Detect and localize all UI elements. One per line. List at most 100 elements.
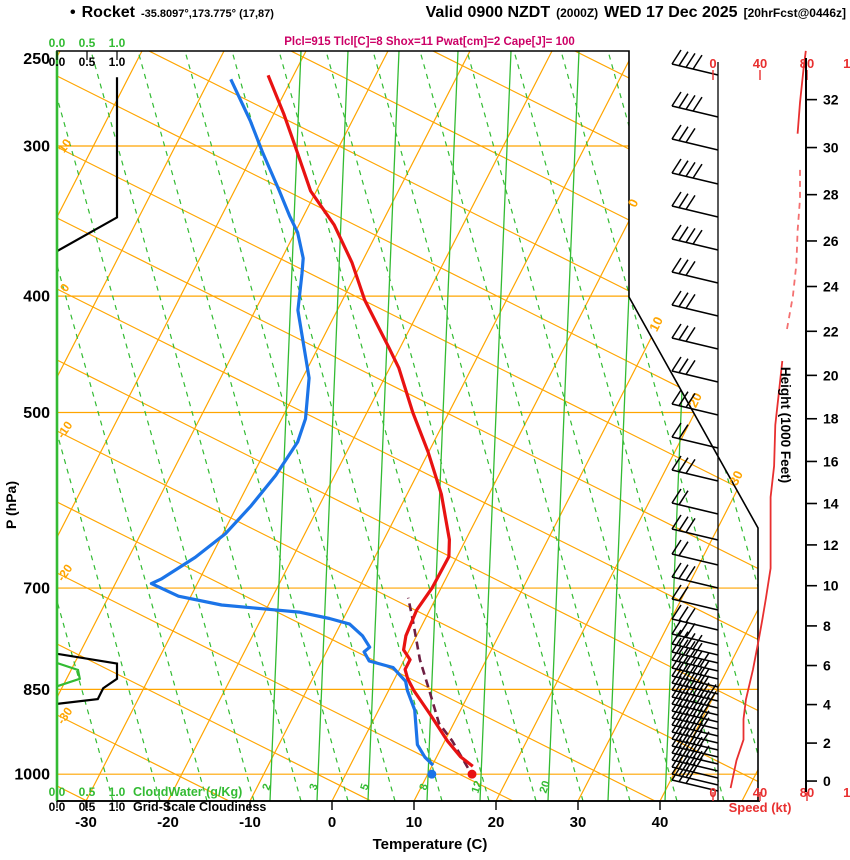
wind-barb-feather: [692, 650, 703, 666]
wind-barb-feather: [671, 629, 682, 645]
isotherm-gridline: [57, 51, 307, 801]
wind-barb-feather: [692, 163, 703, 179]
wind-barb-feather: [671, 323, 682, 339]
wind-barb-feather: [671, 731, 682, 747]
wind-barb-shaft: [671, 337, 719, 350]
temp-tick-label: 30: [570, 814, 587, 831]
mixing-ratio-line: [547, 51, 580, 801]
wind-barb-feather: [678, 677, 689, 693]
cloud-water-profile: [57, 661, 82, 688]
dry-adiabat-gridline: [57, 714, 758, 801]
wind-barb-feather: [692, 722, 703, 738]
speed-profile-lower: [729, 360, 784, 789]
wind-barb-feather: [685, 607, 696, 623]
height-tick-label: 0: [823, 773, 831, 789]
height-tick-label: 14: [823, 495, 839, 511]
isotherm-gridline: [167, 51, 553, 801]
isotherm-label: 0: [625, 196, 642, 209]
wind-barb-feather: [685, 161, 696, 177]
isotherm-gridline: [659, 51, 758, 801]
cloudwater-scale-label-bottom: 0.5: [79, 785, 96, 799]
wind-barb-feather: [671, 455, 682, 471]
temp-tick-label: 20: [488, 814, 505, 831]
wind-barb-feather: [699, 675, 710, 691]
wind-barb-feather: [671, 49, 682, 65]
station-group: • Rocket -35.8097°,173.775° (17,87): [70, 4, 274, 22]
wind-barb-feather: [685, 517, 696, 533]
wind-barb-shaft: [671, 138, 719, 151]
wind-barb-feather: [678, 733, 689, 749]
station-coordinates: -35.8097°,173.775° (17,87): [140, 8, 274, 20]
cloudiness-scale-label-bottom: 0.5: [79, 800, 96, 814]
wind-barb-feather: [671, 668, 682, 684]
wind-barb-feather: [671, 661, 682, 677]
wind-barb-feather: [699, 696, 710, 712]
wind-barb-feather: [671, 710, 682, 726]
temp-tick-label: -20: [157, 814, 179, 831]
wind-barb-feather: [699, 652, 710, 668]
wind-barb-feather: [692, 694, 703, 710]
wind-barb-feather: [671, 696, 682, 712]
dry-adiabat-gridline: [57, 51, 758, 145]
wind-barb-feather: [678, 193, 689, 209]
wind-barb-feather: [678, 639, 689, 655]
dry-adiabat-gridline: [57, 51, 758, 287]
cloudiness-scale-label-bottom: 0.0: [49, 800, 66, 814]
wind-barb-feather: [685, 685, 696, 701]
moist-adiabat-gridline: [57, 51, 255, 801]
wind-barb-feather: [671, 158, 682, 174]
wind-barb-feather: [671, 724, 682, 740]
wind-barb-feather: [678, 740, 689, 756]
moist-adiabat-gridline: [184, 51, 396, 801]
wind-barb-feather: [671, 738, 682, 754]
wind-barb-feather: [671, 562, 682, 578]
wind-barb-shaft: [671, 370, 719, 383]
wind-barb-feather: [685, 664, 696, 680]
wind-barb-feather: [685, 632, 696, 648]
wind-barb-feather: [685, 127, 696, 143]
valid-time: Valid 0900 NZDT: [425, 4, 551, 21]
valid-zulu: (2000Z): [556, 6, 599, 20]
speed-tick-label-bottom: 120: [843, 785, 850, 800]
dry-adiabat-gridline: [57, 51, 758, 216]
wind-barb-feather: [685, 656, 696, 672]
forecast-tag: [20hrFcst@0446z]: [743, 6, 846, 20]
wind-barb-feather: [678, 541, 689, 557]
wind-barb-feather: [678, 126, 689, 142]
wind-barb-feather: [678, 160, 689, 176]
wind-barb-shaft: [671, 271, 719, 284]
dry-adiabat-gridline: [57, 0, 760, 2]
wind-barb-feather: [671, 637, 682, 653]
mixing-ratio-line: [479, 51, 512, 801]
isotherm-gridline: [413, 51, 758, 801]
wind-barb-feather: [685, 741, 696, 757]
wind-barb-feather: [671, 703, 682, 719]
speed-tick-label-top: 40: [753, 56, 767, 71]
cloudwater-scale-label-top: 0.0: [49, 36, 66, 50]
wind-barb-feather: [692, 658, 703, 674]
speed-profile-upper: [796, 50, 807, 134]
wind-barb-feather: [671, 765, 682, 781]
mixing-ratio-line: [607, 51, 640, 801]
wind-barb-feather: [699, 668, 710, 684]
wind-barb-feather: [671, 224, 682, 240]
wind-barb-feather: [685, 713, 696, 729]
height-tick-label: 24: [823, 279, 839, 295]
dry-adiabat-gridline: [57, 75, 758, 429]
temp-tick-label: -10: [239, 814, 261, 831]
wind-barb-feather: [678, 698, 689, 714]
dry-adiabat-gridline: [57, 643, 758, 801]
wind-barb-feather: [678, 292, 689, 308]
wind-barb-feather: [685, 227, 696, 243]
wind-barb-feather: [699, 731, 710, 747]
wind-barb-feather: [685, 762, 696, 778]
height-tick-label: 20: [823, 367, 839, 383]
dewpoint-curve: [149, 78, 435, 767]
wind-barb-feather: [671, 124, 682, 140]
wind-barb-feather: [678, 325, 689, 341]
cloudwater-scale-label-bottom: 0.0: [49, 785, 66, 799]
height-tick-label: 10: [823, 578, 839, 594]
wind-barb-feather: [678, 606, 689, 622]
